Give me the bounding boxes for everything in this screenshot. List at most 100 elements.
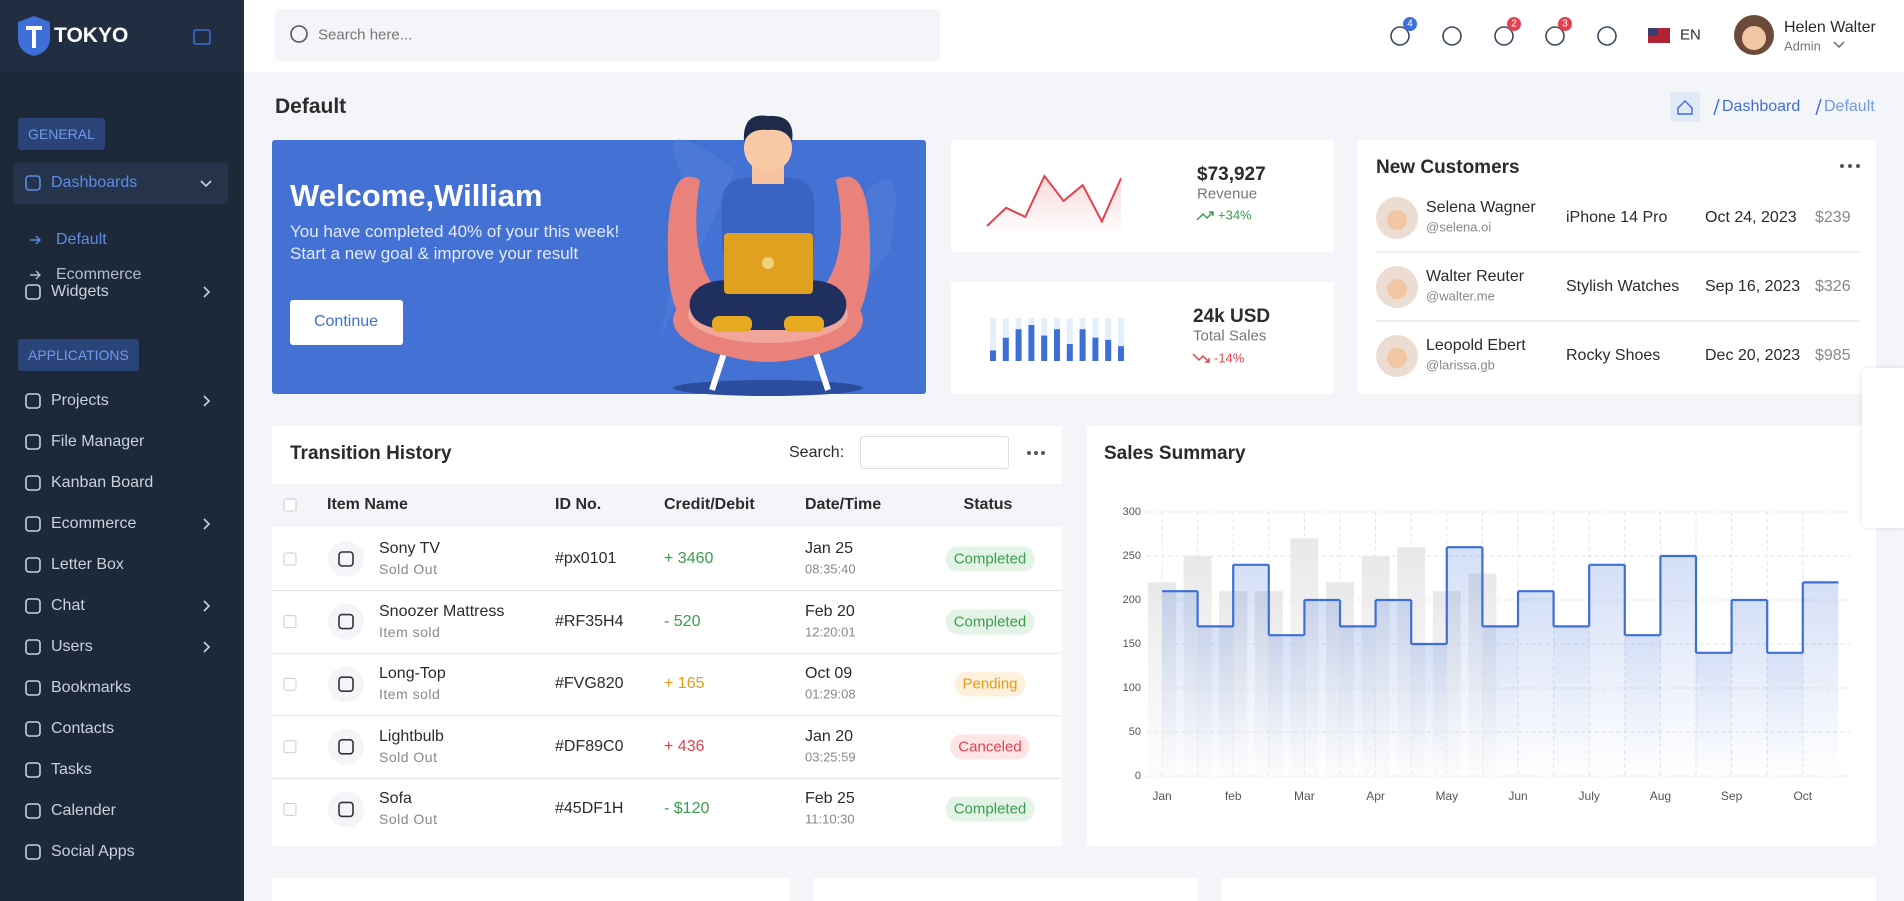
step-area: [1624, 635, 1661, 776]
item-name: Long-Top: [379, 665, 446, 683]
date: Jan 20: [805, 727, 854, 745]
step-area: [1340, 626, 1376, 776]
column-header: Status: [963, 496, 1013, 513]
checkbox: [283, 802, 297, 816]
item-icon-bg: [328, 603, 364, 640]
menu-icon: [25, 721, 41, 737]
bar: [1002, 337, 1009, 361]
welcome-title: Welcome,William: [290, 178, 543, 213]
total-sales-change: -14%: [1214, 350, 1245, 366]
menu-item[interactable]: Users: [51, 638, 93, 655]
menu-item[interactable]: Chat: [51, 597, 85, 614]
item-sub: Sold Out: [379, 811, 438, 828]
time: 12:20:01: [805, 624, 856, 640]
item-id: #45DF1H: [555, 800, 624, 818]
menu-item[interactable]: Contacts: [51, 720, 115, 737]
menu-item[interactable]: Dashboards: [51, 174, 138, 191]
customer-handle: @walter.me: [1426, 288, 1495, 304]
menu-item[interactable]: File Manager: [51, 433, 145, 450]
amount: + 436: [664, 737, 705, 755]
item-id: #FVG820: [555, 675, 624, 693]
menu-item[interactable]: Bookmarks: [51, 679, 132, 696]
time: 08:35:40: [805, 561, 856, 577]
menu-item[interactable]: Widgets: [51, 283, 109, 300]
item-name: Sony TV: [379, 540, 441, 557]
menu-icon: [25, 639, 41, 655]
time: 03:25:59: [805, 749, 856, 765]
submenu-item[interactable]: Ecommerce: [56, 266, 142, 283]
section-title: GENERAL: [18, 118, 105, 150]
submenu-item[interactable]: Default: [56, 231, 107, 248]
menu-item[interactable]: Kanban Board: [51, 474, 154, 491]
breadcrumb-item[interactable]: Dashboard: [1722, 98, 1801, 115]
y-tick-label: 200: [1122, 594, 1141, 606]
checkbox: [283, 677, 297, 691]
language[interactable]: EN: [1680, 26, 1701, 44]
customer-face: [1387, 348, 1407, 368]
badge: [1558, 17, 1572, 31]
step-area: [1731, 600, 1768, 776]
x-tick-label: Apr: [1366, 789, 1385, 803]
submenu-arrow: [30, 270, 41, 280]
menu-item[interactable]: Ecommerce: [51, 515, 137, 532]
customer-amount: $326: [1815, 278, 1851, 295]
step-area: [1802, 582, 1839, 776]
x-tick-label: Jan: [1152, 789, 1172, 803]
menu-dot: [1848, 164, 1852, 168]
customer-amount: $239: [1815, 209, 1851, 226]
page-title: Default: [275, 95, 347, 118]
breadcrumb-separator: [1713, 98, 1720, 116]
x-tick-label: Sep: [1720, 789, 1743, 803]
breadcrumb-home: [1670, 92, 1700, 122]
item-sub: Sold Out: [379, 561, 438, 577]
customer-product: Rocky Shoes: [1566, 347, 1661, 364]
chevron: [203, 600, 211, 612]
y-tick-label: 150: [1122, 638, 1141, 650]
menu-icon: [25, 516, 41, 532]
checkbox: [283, 552, 297, 566]
x-tick-label: May: [1435, 789, 1459, 803]
column-header: ID No.: [555, 496, 602, 513]
checkbox: [283, 498, 297, 512]
menu-item[interactable]: Social Apps: [51, 843, 135, 860]
collapse-button: [193, 29, 211, 45]
search-placeholder: Search here...: [318, 26, 413, 44]
column-header: Date/Time: [805, 496, 882, 513]
menu-item[interactable]: Calender: [51, 802, 116, 819]
date: Oct 09: [805, 665, 853, 683]
step-area: [1446, 547, 1483, 776]
total-sales-label: Total Sales: [1193, 327, 1267, 345]
menu-item[interactable]: Projects: [51, 392, 109, 409]
step-area: [1696, 652, 1732, 776]
item-icon: [338, 551, 354, 567]
customer-handle: @selena.oi: [1426, 219, 1492, 235]
status: Completed: [945, 796, 1035, 822]
welcome-illustration: [660, 115, 896, 396]
continue-button: [290, 300, 403, 345]
chevron: [200, 180, 212, 188]
status: Completed: [945, 546, 1035, 572]
menu-item[interactable]: Tasks: [51, 761, 92, 778]
brand-name: TOKYO: [54, 24, 129, 47]
item-name: Snoozer Mattress: [379, 602, 505, 620]
search-box: [275, 9, 940, 61]
continue-label[interactable]: Continue: [313, 313, 379, 330]
menu-item[interactable]: Letter Box: [51, 556, 124, 573]
date: Feb 20: [805, 602, 855, 620]
step-area: [1375, 600, 1412, 776]
header-icon: [1442, 26, 1462, 46]
amount: - $120: [664, 800, 710, 818]
quick-toolbar: [1862, 368, 1904, 528]
bottom-card: [1222, 878, 1876, 901]
badge-count: 4: [1407, 18, 1413, 30]
item-icon: [338, 613, 354, 630]
welcome-text: You have completed 40% of your this week…: [290, 222, 620, 241]
status: Canceled: [950, 734, 1030, 760]
header-icon: [1597, 26, 1617, 46]
card-title: Sales Summary: [1104, 443, 1246, 464]
x-tick-label: July: [1578, 789, 1600, 803]
customer-handle: @larissa.gb: [1426, 357, 1495, 373]
badge-count: 2: [1511, 18, 1517, 30]
